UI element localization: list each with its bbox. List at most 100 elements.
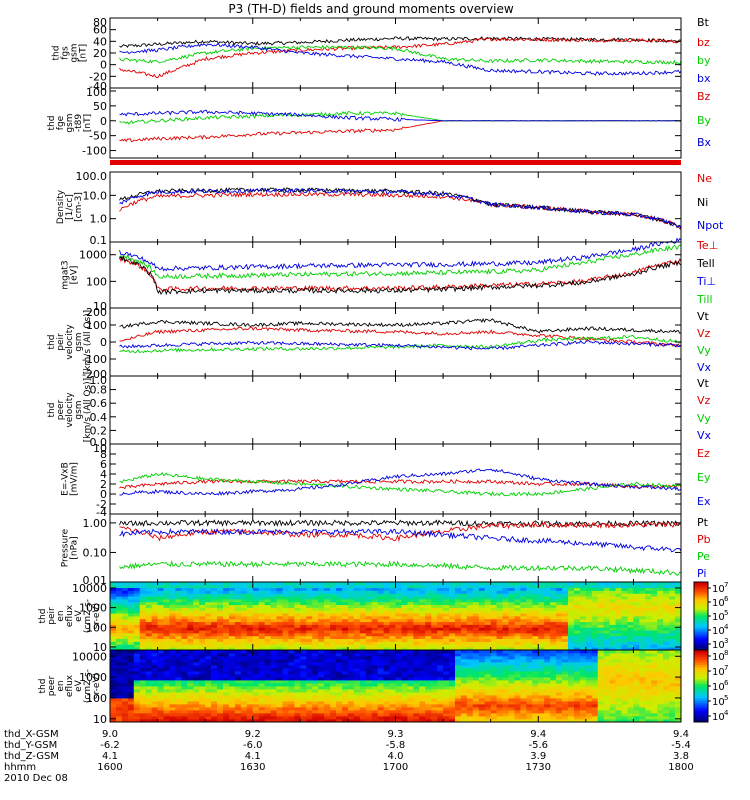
y-axis-label: Density (56, 189, 66, 224)
heatmap-cell (115, 607, 123, 611)
heatmap-cell (460, 616, 468, 620)
heatmap-cell (157, 630, 164, 634)
heatmap-cell (234, 704, 242, 708)
heatmap-cell (532, 616, 539, 620)
heatmap-cell (454, 689, 462, 693)
heatmap-cell (169, 662, 176, 666)
heatmap-cell (199, 621, 206, 625)
heatmap-cell (437, 607, 444, 611)
heatmap-cell (538, 716, 545, 720)
heatmap-cell (223, 686, 230, 690)
heatmap-cell (300, 601, 307, 606)
heatmap-cell (466, 686, 474, 690)
heatmap-cell (240, 698, 248, 702)
heatmap-cell (217, 593, 224, 597)
heatmap-cell (585, 656, 593, 660)
heatmap-cell (466, 677, 474, 681)
heatmap-cell (193, 716, 200, 720)
heatmap-cell (663, 638, 670, 642)
heatmap-cell (615, 641, 622, 645)
heatmap-cell (675, 633, 682, 637)
heatmap-cell (550, 653, 557, 657)
heatmap-cell (371, 701, 379, 705)
heatmap-cell (478, 707, 486, 711)
heatmap-cell (443, 710, 450, 714)
heatmap-cell (472, 683, 480, 687)
heatmap-cell (347, 698, 355, 702)
heatmap-cell (115, 593, 123, 597)
heatmap-cell (401, 665, 408, 669)
heatmap-cell (454, 584, 462, 589)
heatmap-cell (240, 584, 248, 589)
heatmap-cell (371, 680, 379, 684)
heatmap-cell (133, 644, 141, 648)
heatmap-cell (264, 638, 271, 642)
heatmap-cell (228, 601, 236, 606)
heatmap-cell (454, 596, 462, 600)
y-axis-label: velocity (65, 324, 75, 360)
heatmap-cell (472, 644, 480, 648)
heatmap-cell (181, 624, 188, 628)
heatmap-cell (431, 638, 438, 642)
heatmap-cell (609, 650, 616, 654)
heatmap-cell (258, 683, 266, 687)
heatmap-cell (615, 587, 622, 591)
heatmap-cell (407, 610, 414, 614)
heatmap-cell (490, 707, 498, 711)
heatmap-cell (532, 644, 539, 648)
heatmap-cell (240, 630, 248, 634)
heatmap-cell (276, 683, 283, 687)
heatmap-cell (496, 683, 503, 687)
heatmap-cell (675, 644, 682, 648)
heatmap-cell (484, 713, 492, 717)
heatmap-cell (538, 662, 545, 666)
heatmap-cell (330, 707, 337, 711)
heatmap-cell (431, 668, 438, 672)
heatmap-cell (383, 638, 390, 642)
heatmap-cell (454, 641, 462, 645)
heatmap-cell (121, 627, 129, 631)
heatmap-cell (169, 610, 176, 614)
heatmap-cell (556, 704, 563, 708)
heatmap-cell (460, 613, 468, 617)
heatmap-cell (318, 689, 325, 693)
heatmap-cell (175, 665, 182, 669)
heatmap-cell (603, 647, 611, 651)
heatmap-cell (460, 635, 468, 640)
heatmap-cell (591, 644, 599, 648)
heatmap-cell (330, 613, 337, 617)
heatmap-cell (609, 659, 616, 663)
heatmap-cell (562, 613, 569, 617)
heatmap-cell (496, 656, 503, 660)
heatmap-cell (110, 656, 117, 660)
heatmap-cell (556, 607, 563, 611)
heatmap-cell (544, 587, 551, 591)
heatmap-cell (353, 630, 361, 634)
heatmap-cell (651, 584, 658, 589)
heatmap-cell (419, 644, 426, 648)
heatmap-cell (223, 590, 230, 594)
heatmap-cell (538, 633, 545, 637)
y-tick-label: 0.0 (90, 436, 108, 449)
colorbar-segment (694, 600, 708, 603)
heatmap-cell (627, 701, 634, 705)
heatmap-cell (282, 671, 289, 675)
heatmap-cell (347, 680, 355, 684)
heatmap-cell (472, 582, 480, 586)
heatmap-cell (490, 613, 498, 617)
heatmap-cell (675, 630, 682, 634)
heatmap-cell (306, 650, 313, 654)
heatmap-cell (181, 630, 188, 634)
heatmap-cell (597, 671, 605, 675)
heatmap-cell (347, 618, 355, 623)
heatmap-cell (365, 633, 373, 637)
heatmap-cell (330, 647, 337, 651)
heatmap-cell (264, 621, 271, 625)
heatmap-cell (223, 644, 230, 648)
heatmap-cell (365, 630, 373, 634)
heatmap-cell (264, 716, 271, 720)
heatmap-cell (270, 633, 277, 637)
heatmap-cell (556, 604, 563, 608)
heatmap-cell (312, 656, 319, 660)
heatmap-cell (544, 653, 551, 657)
